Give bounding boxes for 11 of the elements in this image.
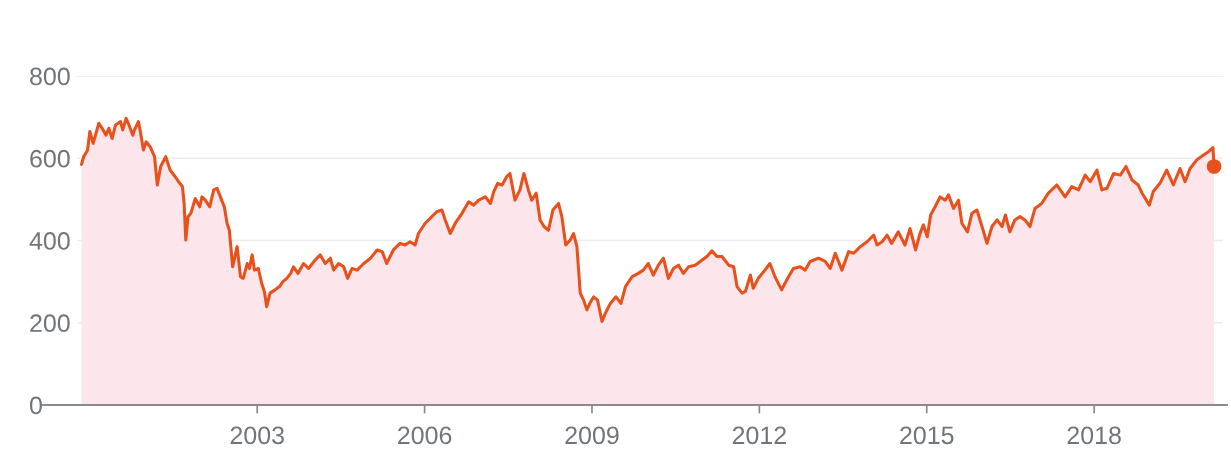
y-tick-label: 800: [30, 67, 70, 86]
x-tick-label: 2006: [398, 426, 452, 445]
y-tick-label: 400: [29, 232, 70, 250]
x-tick-label: 2018: [1067, 426, 1121, 445]
y-tick-label: 200: [30, 314, 70, 333]
y-tick-label: 600: [30, 149, 70, 168]
x-tick-label: 2015: [900, 426, 954, 445]
x-tick-label: 2012: [732, 426, 786, 445]
y-tick-label: 0: [29, 396, 42, 415]
x-tick-label: 2003: [230, 426, 284, 445]
x-tick-label: 2009: [565, 426, 619, 445]
